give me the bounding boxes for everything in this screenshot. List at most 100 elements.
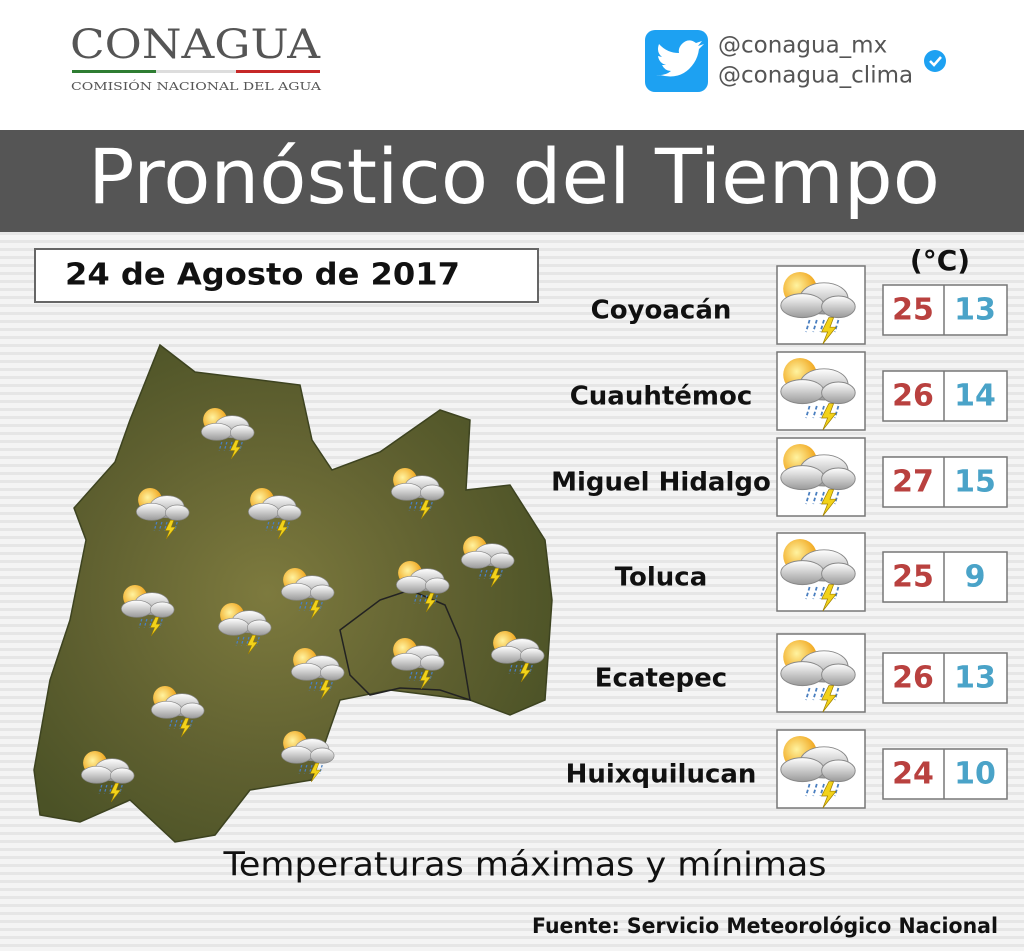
rain [303, 764, 308, 774]
weather-icon [780, 272, 856, 345]
cloud [461, 550, 493, 569]
cloud [281, 745, 313, 764]
rain [418, 671, 423, 681]
verified-badge [924, 50, 946, 72]
min-temp: 13 [954, 661, 996, 696]
rain [488, 569, 493, 579]
rain [413, 501, 418, 511]
rain [256, 636, 260, 646]
rain [819, 405, 825, 419]
cloud [151, 700, 183, 719]
max-temp: 24 [892, 757, 934, 792]
rain [833, 687, 840, 701]
rain [819, 319, 825, 333]
city-name: Ecatepec [595, 664, 727, 694]
rain [499, 569, 503, 579]
logo-band [72, 70, 156, 73]
rain [239, 441, 243, 451]
temp-box [882, 652, 1008, 704]
city-name: Cuauhtémoc [570, 382, 753, 412]
weather-icon [151, 686, 205, 738]
min-temp: 9 [965, 560, 986, 595]
rain [812, 491, 818, 505]
twitter-handle: @conagua_mx [718, 33, 887, 59]
rain [329, 681, 333, 691]
cloud [419, 484, 445, 501]
rain [218, 441, 223, 451]
weather-icon [218, 603, 272, 655]
max-temp: 25 [892, 293, 934, 328]
weather-icon [461, 536, 515, 588]
rain [108, 784, 113, 794]
rain [805, 586, 811, 600]
cloud [780, 661, 825, 687]
rain [819, 586, 825, 600]
cloud [149, 601, 175, 618]
unit: (°C) [910, 244, 970, 277]
rain [413, 671, 418, 681]
city-name: Coyoacán [591, 296, 732, 326]
cloud [136, 502, 168, 521]
caption: Temperaturas máximas y mínimas [222, 845, 826, 884]
lightning [519, 663, 532, 683]
rain [173, 719, 178, 729]
cloud [780, 560, 825, 586]
cloud [291, 662, 323, 681]
cloud [179, 702, 205, 719]
cloud [164, 504, 190, 521]
forecast-rows: Coyoacán 25 13 Cuauhtémoc 26 14 Miguel Hidalgo… [551, 265, 1008, 809]
lightning [821, 685, 837, 713]
cloud [229, 424, 255, 441]
city-name: Miguel Hidalgo [551, 468, 771, 498]
weather-icon [81, 751, 135, 803]
logo-band [236, 70, 320, 73]
lightning [821, 781, 837, 809]
weather-icon [281, 568, 335, 620]
rain [408, 501, 413, 511]
rain [408, 671, 413, 681]
rain [819, 491, 825, 505]
rain [429, 671, 433, 681]
rain [833, 783, 840, 797]
cloud [821, 381, 856, 405]
cloud [424, 577, 450, 594]
cloud [821, 562, 856, 586]
temp-box [882, 456, 1008, 508]
rain [270, 521, 275, 531]
cloud [109, 767, 135, 784]
max-temp: 27 [892, 465, 934, 500]
rain [159, 618, 163, 628]
cloud [491, 645, 523, 664]
weather-icon [121, 585, 175, 637]
cloud [780, 757, 825, 783]
cloud [821, 467, 856, 491]
rain [286, 521, 290, 531]
lightning [821, 403, 837, 431]
cloud [248, 502, 280, 521]
cloud [218, 617, 250, 636]
date: 24 de Agosto de 2017 [65, 258, 460, 293]
rain [245, 636, 250, 646]
rain [418, 501, 423, 511]
rain [298, 764, 303, 774]
weather-icon [491, 631, 545, 683]
rain [812, 319, 818, 333]
cloud [780, 293, 825, 319]
rain [189, 719, 193, 729]
rain [819, 687, 825, 701]
rain [168, 719, 173, 729]
weather-icon [780, 640, 856, 713]
city-name: Toluca [615, 563, 708, 593]
weather-icon [396, 561, 450, 613]
rain [805, 319, 811, 333]
rain [308, 601, 313, 611]
rain [518, 664, 523, 674]
rain [174, 521, 178, 531]
cloud [309, 584, 335, 601]
map-border [339, 589, 471, 702]
rain [119, 784, 123, 794]
weather-icon [391, 468, 445, 520]
lightning [276, 520, 289, 540]
rain [805, 687, 811, 701]
